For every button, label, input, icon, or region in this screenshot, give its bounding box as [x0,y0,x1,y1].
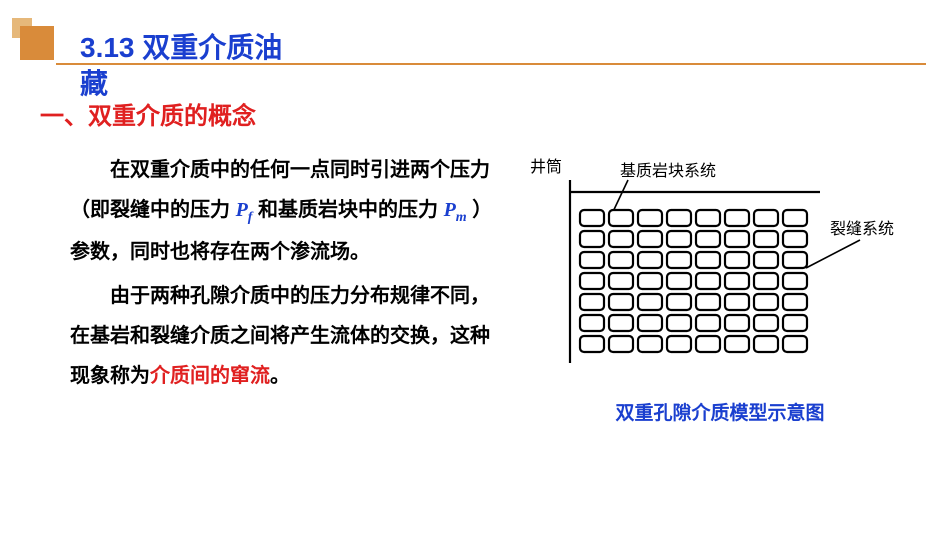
matrix-block [580,273,604,289]
matrix-block [609,252,633,268]
diagram-caption: 双重孔隙介质模型示意图 [520,398,920,425]
matrix-block [580,210,604,226]
matrix-block [783,273,807,289]
matrix-block [609,294,633,310]
matrix-block [609,210,633,226]
matrix-block [783,210,807,226]
matrix-block [725,210,749,226]
matrix-block [667,294,691,310]
matrix-block [725,336,749,352]
matrix-block [696,231,720,247]
matrix-block [638,231,662,247]
matrix-block [696,294,720,310]
matrix-block [638,273,662,289]
matrix-block [667,315,691,331]
matrix-block [696,315,720,331]
matrix-block [638,210,662,226]
matrix-block [638,252,662,268]
symbol-pf: Pf [236,199,253,221]
matrix-block [638,336,662,352]
matrix-block [725,294,749,310]
matrix-block [783,315,807,331]
matrix-block [696,273,720,289]
matrix-block [725,315,749,331]
matrix-block [667,231,691,247]
label-fracture: 裂缝系统 [830,220,894,238]
matrix-block [754,210,778,226]
matrix-block [783,294,807,310]
matrix-block [580,231,604,247]
dual-porosity-diagram: 井筒 基质岩块系统裂缝系统 [520,150,920,380]
label-matrix: 基质岩块系统 [620,162,716,180]
matrix-block [725,273,749,289]
matrix-block [696,252,720,268]
matrix-block [696,210,720,226]
body-text: 在双重介质中的任何一点同时引进两个压力（即裂缝中的压力 Pf 和基质岩块中的压力… [70,150,490,400]
p1-b: 和基质岩块中的压力 [252,199,443,221]
matrix-block [580,315,604,331]
matrix-block [754,315,778,331]
title-underline [56,63,926,65]
matrix-block [580,336,604,352]
matrix-block [609,231,633,247]
matrix-block [638,315,662,331]
matrix-block [667,210,691,226]
matrix-block [667,336,691,352]
matrix-block [609,336,633,352]
paragraph-1: 在双重介质中的任何一点同时引进两个压力（即裂缝中的压力 Pf 和基质岩块中的压力… [70,150,490,272]
matrix-block [725,231,749,247]
matrix-block [783,231,807,247]
matrix-block [725,252,749,268]
matrix-block [754,294,778,310]
matrix-block [580,294,604,310]
leader-fracture [806,240,860,268]
p2-highlight: 介质间的窜流 [150,365,270,387]
matrix-block [754,273,778,289]
matrix-block [667,252,691,268]
symbol-pm: Pm [444,199,467,221]
matrix-block [609,273,633,289]
matrix-block [609,315,633,331]
diagram-container: 井筒 基质岩块系统裂缝系统 双重孔隙介质模型示意图 [520,150,920,425]
matrix-block [754,252,778,268]
label-well: 井筒 [530,158,562,176]
matrix-block [783,336,807,352]
matrix-block [638,294,662,310]
corner-ornament [12,18,52,58]
matrix-block [754,231,778,247]
slide-title-line1: 3.13 双重介质油 [80,26,282,66]
matrix-block [783,252,807,268]
matrix-block [754,336,778,352]
paragraph-2: 由于两种孔隙介质中的压力分布规律不同，在基岩和裂缝介质之间将产生流体的交换，这种… [70,276,490,396]
corner-square-big [20,26,54,60]
p2-b: 。 [270,365,290,387]
matrix-block [580,252,604,268]
matrix-block [667,273,691,289]
matrix-block [696,336,720,352]
section-heading: 一、双重介质的概念 [40,96,256,131]
